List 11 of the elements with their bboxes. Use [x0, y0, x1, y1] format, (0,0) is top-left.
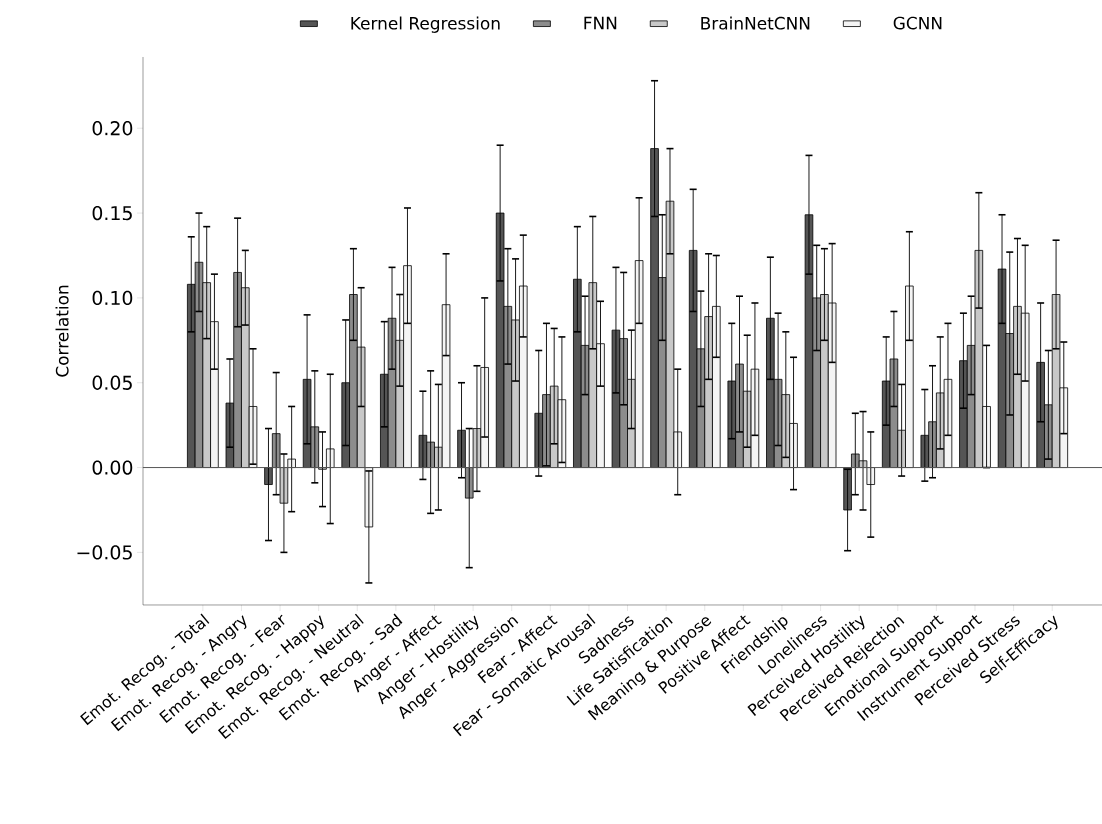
y-tick-label: 0.15 — [92, 205, 132, 221]
y-axis-title: Correlation — [55, 285, 69, 377]
y-tick-label: 0.20 — [92, 121, 133, 136]
y-tick-label: 0.05 — [92, 375, 132, 390]
legend-label: FNN — [584, 16, 617, 30]
legend-label: BrainNetCNN — [701, 16, 810, 30]
y-tick-label: 0.00 — [92, 460, 133, 475]
legend-label: GCNN — [893, 16, 942, 30]
legend-label: Kernel Regression — [351, 16, 500, 33]
y-tick-label: −0.05 — [77, 545, 132, 560]
y-tick-label: 0.10 — [92, 290, 133, 306]
